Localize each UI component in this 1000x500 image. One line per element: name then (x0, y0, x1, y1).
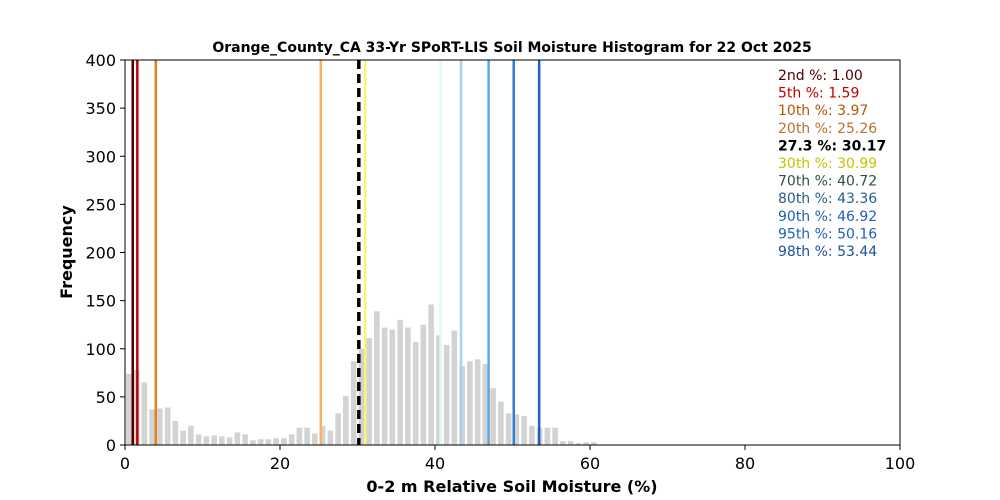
histogram-bar (234, 432, 241, 445)
histogram-bar (304, 427, 310, 445)
legend-entry: 30th %: 30.99 (778, 156, 877, 172)
legend-entry: 27.3 %: 30.17 (778, 138, 886, 154)
y-tick-label: 400 (85, 51, 116, 70)
histogram-bar (552, 427, 558, 445)
histogram-bar (312, 433, 318, 445)
histogram-bar (226, 437, 233, 445)
x-tick-label: 60 (580, 454, 600, 473)
legend-entry: 70th %: 40.72 (778, 174, 877, 190)
histogram-bar (250, 440, 256, 445)
histogram-bar (583, 442, 589, 445)
x-axis-ticks: 0 20 40 60 80 100 (120, 445, 915, 473)
histogram-bar (319, 425, 326, 445)
legend-entry: 10th %: 3.97 (778, 103, 868, 119)
histogram-bar (219, 436, 225, 445)
x-tick-label: 100 (885, 454, 916, 473)
y-tick-label: 350 (85, 99, 116, 118)
legend-entry: 90th %: 46.92 (778, 209, 877, 225)
histogram-bar (567, 441, 574, 445)
y-tick-label: 100 (85, 340, 116, 359)
x-tick-label: 40 (425, 454, 445, 473)
histogram-bar (265, 439, 272, 445)
histogram-bar (327, 430, 334, 445)
y-tick-label: 200 (85, 244, 116, 263)
y-tick-label: 0 (106, 436, 116, 455)
histogram-bar (157, 408, 163, 445)
legend-entry: 5th %: 1.59 (778, 86, 859, 102)
histogram-bar (513, 414, 520, 445)
y-tick-label: 150 (85, 292, 116, 311)
histogram-bar (389, 329, 396, 445)
histogram-bar (544, 427, 551, 445)
histogram-bar (366, 338, 372, 445)
histogram-bar (451, 330, 458, 445)
x-tick-label: 0 (120, 454, 130, 473)
histogram-bar (273, 438, 279, 445)
y-tick-label: 300 (85, 147, 116, 166)
histogram-bar (498, 401, 504, 445)
histogram-bar (296, 427, 303, 445)
x-axis-title: 0-2 m Relative Soil Moisture (%) (366, 477, 657, 496)
histogram-bar (467, 361, 473, 445)
percentile-lines (131, 60, 541, 445)
histogram-bar (521, 416, 527, 445)
histogram-bar (374, 311, 380, 445)
histogram-bar (343, 395, 349, 445)
histogram-bar (397, 319, 403, 445)
histogram-bar (529, 425, 535, 445)
legend-entry: 80th %: 43.36 (778, 191, 877, 207)
histogram-bar (257, 439, 264, 445)
histogram-bar (141, 382, 148, 445)
histogram-bar (242, 434, 248, 445)
histogram-bar (482, 364, 489, 445)
histogram-bar (126, 373, 132, 445)
histogram-bar (288, 434, 295, 445)
chart-title: Orange_County_CA 33-Yr SPoRT-LIS Soil Mo… (212, 40, 811, 56)
y-tick-label: 250 (85, 195, 116, 214)
histogram-bar (443, 344, 450, 445)
histogram-bar (164, 407, 171, 445)
y-axis-ticks: 0 50 100 150 200 250 300 350 400 (85, 51, 125, 455)
histogram-bar (490, 388, 496, 445)
legend-entry: 98th %: 53.44 (778, 244, 877, 260)
histogram-bar (149, 409, 155, 445)
histogram-bar (474, 359, 481, 445)
histogram-bar (575, 443, 582, 445)
histogram-bar (358, 348, 365, 445)
histogram-bar (281, 438, 287, 445)
histogram-bar (405, 327, 411, 445)
y-tick-label: 50 (96, 388, 116, 407)
histogram-bar (591, 442, 597, 445)
histogram-bar (350, 361, 357, 445)
histogram-bar (203, 436, 210, 445)
histogram-bars (126, 304, 597, 445)
histogram-bar (428, 304, 434, 445)
legend-entry: 20th %: 25.26 (778, 121, 877, 137)
x-tick-label: 80 (735, 454, 755, 473)
x-tick-label: 20 (270, 454, 290, 473)
histogram-bar (195, 434, 202, 445)
histogram-bar (172, 420, 179, 445)
histogram-bar (412, 342, 419, 445)
y-axis-title: Frequency (57, 205, 76, 299)
histogram-bar (381, 327, 388, 445)
histogram-bar (335, 413, 341, 445)
histogram-bar (420, 324, 427, 445)
legend-entry: 2nd %: 1.00 (778, 68, 863, 84)
legend-entry: 95th %: 50.16 (778, 226, 877, 242)
histogram-bar (505, 413, 512, 445)
histogram-bar (180, 430, 186, 445)
histogram-bar (436, 335, 442, 445)
histogram-bar (188, 425, 194, 445)
histogram-bar (560, 441, 566, 445)
histogram-bar (211, 435, 217, 445)
